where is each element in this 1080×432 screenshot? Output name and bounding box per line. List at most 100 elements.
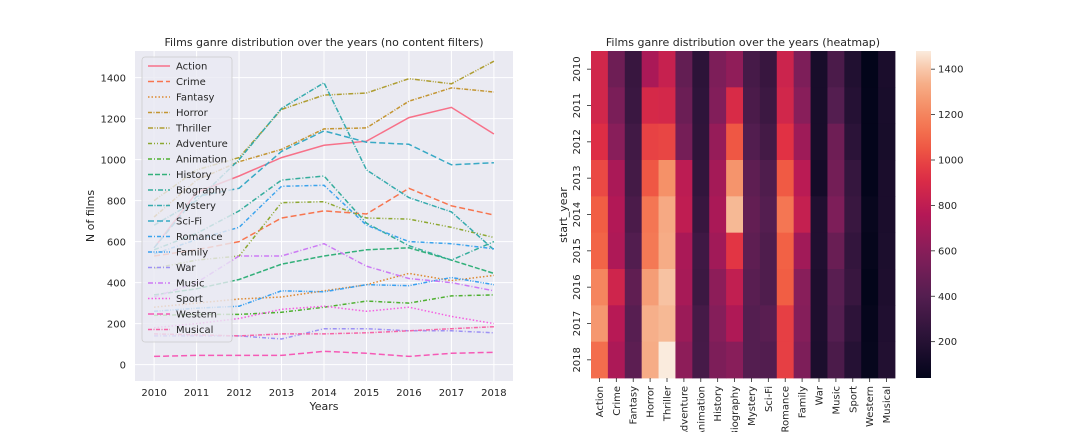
heatmap-cell	[641, 123, 659, 161]
heatmap-cell	[827, 232, 845, 270]
legend-label: War	[176, 263, 196, 274]
heatmap-cell	[827, 51, 845, 88]
heatmap-cell	[641, 232, 659, 270]
colorbar-tick-label: 400	[938, 292, 957, 303]
heatmap-cell	[709, 232, 727, 270]
legend-label: Sci-Fi	[176, 217, 202, 228]
heatmap-col-label: Musical	[882, 386, 893, 423]
heatmap-cell	[759, 341, 778, 379]
heatmap-cell	[726, 51, 744, 88]
heatmap-row-label: 2012	[572, 129, 583, 154]
heatmap-cell	[878, 232, 896, 270]
x-tick-label: 2010	[141, 388, 166, 399]
heatmap-row-label: 2016	[572, 274, 583, 299]
heatmap-row-label: 2018	[572, 347, 583, 372]
heatmap-col-label: Horror	[646, 385, 657, 418]
heatmap-cell	[641, 160, 659, 197]
heatmap-cell	[641, 341, 659, 379]
heatmap-cell	[591, 341, 609, 379]
heatmap-cells	[591, 51, 896, 379]
heatmap-cell	[658, 160, 676, 197]
heatmap-col-label: Western	[865, 386, 876, 427]
heatmap-cell	[810, 87, 828, 125]
heatmap-row-label: 2014	[572, 202, 583, 227]
heatmap-panel: 2010 2011 2012 2013 2014 2015 2016 2017 2018 Acti…	[557, 36, 963, 432]
heatmap-cell	[624, 341, 643, 379]
heatmap-cell	[861, 196, 879, 234]
line-chart-x-axis-label: Years	[308, 400, 338, 413]
heatmap-cell	[675, 160, 693, 197]
heatmap-cell	[776, 196, 795, 234]
heatmap-cell	[607, 160, 626, 197]
heatmap-cell	[658, 341, 676, 379]
heatmap-cell	[776, 305, 795, 343]
legend-label: Adventure	[176, 139, 228, 150]
x-tick-label: 2012	[226, 388, 251, 399]
heatmap-cell	[624, 51, 643, 88]
heatmap-cell	[743, 87, 761, 125]
heatmap-cell	[861, 123, 879, 161]
heatmap-cell	[743, 341, 761, 379]
heatmap-cell	[591, 232, 609, 270]
legend-label: Animation	[176, 155, 227, 166]
heatmap-cell	[624, 123, 643, 161]
legend-label: Family	[176, 248, 208, 259]
heatmap-cell	[776, 51, 795, 88]
heatmap-cell	[759, 51, 778, 88]
heatmap-cell	[759, 87, 778, 125]
colorbar-tick-label: 1000	[938, 156, 963, 167]
heatmap-cell	[827, 160, 845, 197]
legend-label: Thriller	[175, 124, 212, 135]
line-chart-legend: Action Crime Fantasy Horror Thriller Adventur…	[141, 56, 233, 343]
heatmap-cell	[759, 269, 778, 306]
heatmap-cell	[810, 160, 828, 197]
heatmap-cell	[878, 341, 896, 379]
heatmap-cell	[810, 123, 828, 161]
heatmap-cell	[709, 160, 727, 197]
heatmap-y-axis-label: start_year	[557, 187, 570, 243]
heatmap-cell	[591, 305, 609, 343]
heatmap-cell	[827, 87, 845, 125]
x-tick-label: 2016	[396, 388, 421, 399]
heatmap-cell	[793, 87, 811, 125]
heatmap-cell	[810, 305, 828, 343]
heatmap-col-label: Music	[831, 386, 842, 414]
heatmap-cell	[675, 232, 693, 270]
heatmap-cell	[658, 51, 676, 88]
heatmap-cell	[607, 51, 626, 88]
heatmap-cell	[675, 305, 693, 343]
heatmap-title: Films ganre distribution over the years …	[606, 36, 880, 49]
heatmap-cell	[793, 269, 811, 306]
heatmap-cell	[591, 160, 609, 197]
heatmap-cell	[861, 341, 879, 379]
line-chart-axes: 0 200 400 600 800 1000 1200 1400 2010 2011 2012 201…	[101, 74, 507, 399]
heatmap-cell	[591, 269, 609, 306]
heatmap-cell	[759, 232, 778, 270]
heatmap-cell	[709, 51, 727, 88]
heatmap-cell	[861, 269, 879, 306]
heatmap-cell	[743, 305, 761, 343]
series-line-family	[154, 276, 495, 313]
heatmap-col-label: War	[815, 385, 826, 405]
heatmap-col-label: Crime	[612, 386, 623, 416]
heatmap-cell	[726, 232, 744, 270]
heatmap-cell	[861, 160, 879, 197]
heatmap-cell	[675, 51, 693, 88]
heatmap-row-label: 2013	[572, 165, 583, 190]
heatmap-cell	[692, 160, 710, 197]
legend-label: Crime	[176, 77, 206, 88]
heatmap-col-label: Fantasy	[629, 386, 640, 425]
heatmap-cell	[844, 196, 862, 234]
heatmap-cell	[692, 232, 710, 270]
heatmap-cell	[624, 196, 643, 234]
heatmap-cell	[827, 196, 845, 234]
heatmap-cell	[793, 51, 811, 88]
heatmap-cell	[692, 51, 710, 88]
heatmap-cell	[726, 160, 744, 197]
y-tick-label: 1400	[101, 74, 126, 85]
heatmap-cell	[692, 341, 710, 379]
heatmap-cell	[709, 123, 727, 161]
heatmap-cell	[810, 232, 828, 270]
x-tick-label: 2018	[481, 388, 506, 399]
